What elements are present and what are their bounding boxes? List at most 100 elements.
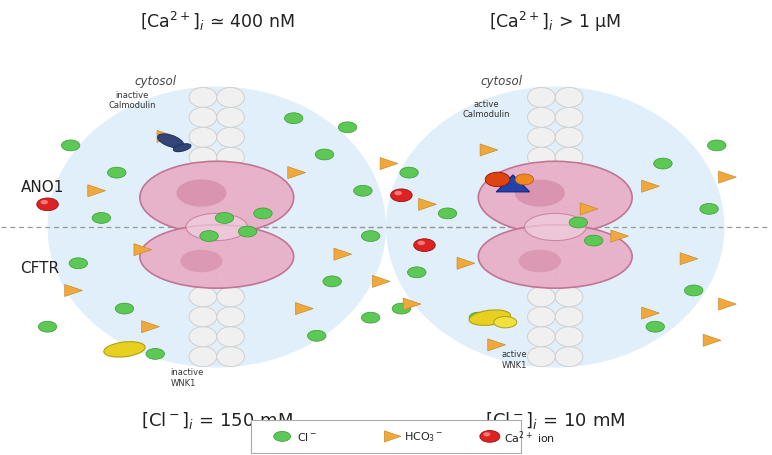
Ellipse shape	[555, 228, 583, 248]
Circle shape	[323, 276, 341, 287]
Ellipse shape	[217, 88, 245, 108]
Circle shape	[700, 204, 718, 215]
Circle shape	[483, 432, 490, 436]
Ellipse shape	[189, 228, 217, 248]
Circle shape	[62, 141, 80, 152]
Ellipse shape	[555, 207, 583, 228]
Circle shape	[315, 150, 334, 161]
Ellipse shape	[527, 128, 555, 148]
Circle shape	[146, 349, 164, 359]
Ellipse shape	[189, 148, 217, 168]
Circle shape	[92, 213, 110, 224]
Ellipse shape	[186, 214, 248, 241]
Circle shape	[215, 213, 234, 224]
Ellipse shape	[527, 228, 555, 248]
Text: cytosol: cytosol	[480, 74, 523, 87]
Circle shape	[39, 322, 57, 333]
Ellipse shape	[217, 128, 245, 148]
Ellipse shape	[103, 342, 145, 357]
Circle shape	[37, 198, 59, 211]
Ellipse shape	[555, 287, 583, 307]
Ellipse shape	[555, 168, 583, 188]
Circle shape	[569, 217, 587, 228]
Ellipse shape	[217, 148, 245, 168]
Circle shape	[418, 241, 425, 246]
Ellipse shape	[555, 248, 583, 267]
Ellipse shape	[527, 347, 555, 367]
Ellipse shape	[189, 168, 217, 188]
Circle shape	[239, 227, 257, 238]
Circle shape	[307, 331, 326, 341]
Circle shape	[41, 201, 48, 205]
Ellipse shape	[493, 317, 516, 328]
Ellipse shape	[217, 267, 245, 287]
Ellipse shape	[527, 188, 555, 207]
Ellipse shape	[555, 347, 583, 367]
Ellipse shape	[527, 287, 555, 307]
Ellipse shape	[555, 128, 583, 148]
Circle shape	[486, 173, 510, 187]
Ellipse shape	[180, 250, 222, 273]
Circle shape	[480, 430, 499, 442]
Text: inactive
Calmodulin: inactive Calmodulin	[108, 91, 156, 110]
Ellipse shape	[527, 307, 555, 327]
Text: [Cl$^-$]$_i$ = 10 mM: [Cl$^-$]$_i$ = 10 mM	[485, 409, 625, 430]
Ellipse shape	[189, 267, 217, 287]
Ellipse shape	[527, 248, 555, 267]
Ellipse shape	[189, 248, 217, 267]
Ellipse shape	[479, 225, 632, 288]
Ellipse shape	[217, 188, 245, 207]
Ellipse shape	[527, 267, 555, 287]
Ellipse shape	[217, 207, 245, 228]
Ellipse shape	[515, 180, 565, 207]
Ellipse shape	[555, 148, 583, 168]
Circle shape	[361, 231, 380, 242]
Circle shape	[274, 431, 290, 441]
Ellipse shape	[527, 88, 555, 108]
Circle shape	[707, 141, 726, 152]
Ellipse shape	[189, 287, 217, 307]
Ellipse shape	[555, 267, 583, 287]
Ellipse shape	[217, 168, 245, 188]
Ellipse shape	[189, 88, 217, 108]
Ellipse shape	[189, 207, 217, 228]
Circle shape	[391, 190, 412, 202]
Ellipse shape	[140, 225, 293, 288]
Circle shape	[394, 192, 402, 196]
Circle shape	[284, 114, 303, 124]
Circle shape	[107, 168, 126, 179]
Circle shape	[438, 208, 457, 219]
Circle shape	[254, 208, 273, 219]
Circle shape	[646, 322, 665, 333]
Ellipse shape	[189, 327, 217, 347]
Text: active
Calmodulin: active Calmodulin	[462, 100, 510, 119]
Circle shape	[361, 313, 380, 324]
Ellipse shape	[217, 287, 245, 307]
Ellipse shape	[217, 347, 245, 367]
Ellipse shape	[176, 180, 226, 207]
Ellipse shape	[217, 228, 245, 248]
Ellipse shape	[217, 108, 245, 128]
Ellipse shape	[527, 207, 555, 228]
Circle shape	[469, 313, 488, 324]
Text: active
WNK1: active WNK1	[501, 349, 527, 369]
Ellipse shape	[157, 135, 184, 148]
Ellipse shape	[189, 108, 217, 128]
Circle shape	[115, 303, 134, 314]
Ellipse shape	[48, 87, 386, 368]
Ellipse shape	[217, 248, 245, 267]
Ellipse shape	[189, 347, 217, 367]
Ellipse shape	[189, 128, 217, 148]
Ellipse shape	[527, 108, 555, 128]
Ellipse shape	[555, 188, 583, 207]
Circle shape	[654, 159, 672, 170]
Ellipse shape	[479, 162, 632, 234]
Text: Ca$^{2+}$ ion: Ca$^{2+}$ ion	[504, 428, 556, 445]
Ellipse shape	[174, 144, 191, 152]
Circle shape	[392, 303, 411, 314]
Circle shape	[354, 186, 372, 197]
Circle shape	[414, 239, 435, 252]
Circle shape	[338, 122, 357, 133]
Circle shape	[685, 285, 703, 296]
Ellipse shape	[527, 327, 555, 347]
